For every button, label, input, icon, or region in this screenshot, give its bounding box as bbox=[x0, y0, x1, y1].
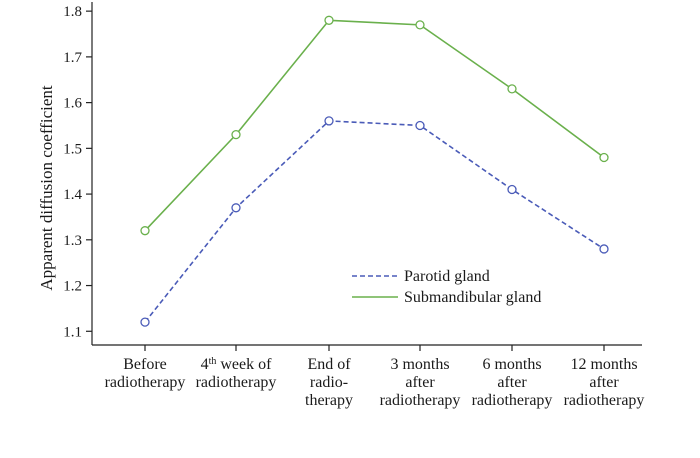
data-point bbox=[599, 244, 609, 254]
data-point bbox=[140, 317, 150, 327]
data-point bbox=[507, 84, 517, 94]
y-axis-title: Apparent diffusion coefficient bbox=[37, 85, 56, 290]
x-tick-label: End of radio-therapy bbox=[305, 356, 353, 409]
data-point bbox=[599, 152, 609, 163]
series-parotid-gland bbox=[140, 116, 609, 327]
data-point bbox=[415, 20, 425, 30]
x-tick-label: Before radiotherapy bbox=[105, 356, 186, 391]
data-point bbox=[324, 116, 334, 126]
data-point bbox=[324, 15, 334, 25]
x-tick-label: 4th week of radiotherapy bbox=[196, 356, 277, 392]
data-point bbox=[415, 120, 425, 131]
x-tick-label: 3 months after radiotherapy bbox=[380, 356, 461, 409]
x-tick-label: 12 months after radiotherapy bbox=[564, 356, 645, 409]
legend-label: Submandibular gland bbox=[404, 289, 541, 306]
y-tick-label: 1.4 bbox=[63, 187, 82, 203]
y-tick-label: 1.1 bbox=[63, 324, 82, 340]
y-tick-label: 1.5 bbox=[63, 141, 82, 157]
data-point bbox=[231, 129, 241, 140]
y-tick-label: 1.6 bbox=[63, 96, 82, 112]
y-axis: 1.1 1.2 1.3 1.4 1.5 1.6 1.7 1.8 bbox=[63, 2, 93, 345]
y-tick-label: 1.2 bbox=[63, 279, 82, 295]
x-axis: Before radiotherapy 4th week of radiotherap… bbox=[92, 344, 645, 409]
y-tick-label: 1.7 bbox=[63, 50, 82, 66]
x-tick-label: 6 months after radiotherapy bbox=[472, 356, 553, 409]
series-line bbox=[144, 19, 605, 232]
data-point bbox=[231, 203, 241, 213]
data-point bbox=[140, 226, 150, 236]
data-point bbox=[507, 184, 517, 195]
series-layer bbox=[140, 15, 609, 327]
series-submandibular-gland bbox=[140, 15, 609, 236]
legend: Parotid gland Submandibular gland bbox=[352, 268, 541, 306]
y-tick-label: 1.3 bbox=[63, 233, 82, 249]
y-tick-label: 1.8 bbox=[63, 4, 82, 20]
series-line bbox=[144, 120, 605, 323]
legend-label: Parotid gland bbox=[404, 268, 490, 285]
